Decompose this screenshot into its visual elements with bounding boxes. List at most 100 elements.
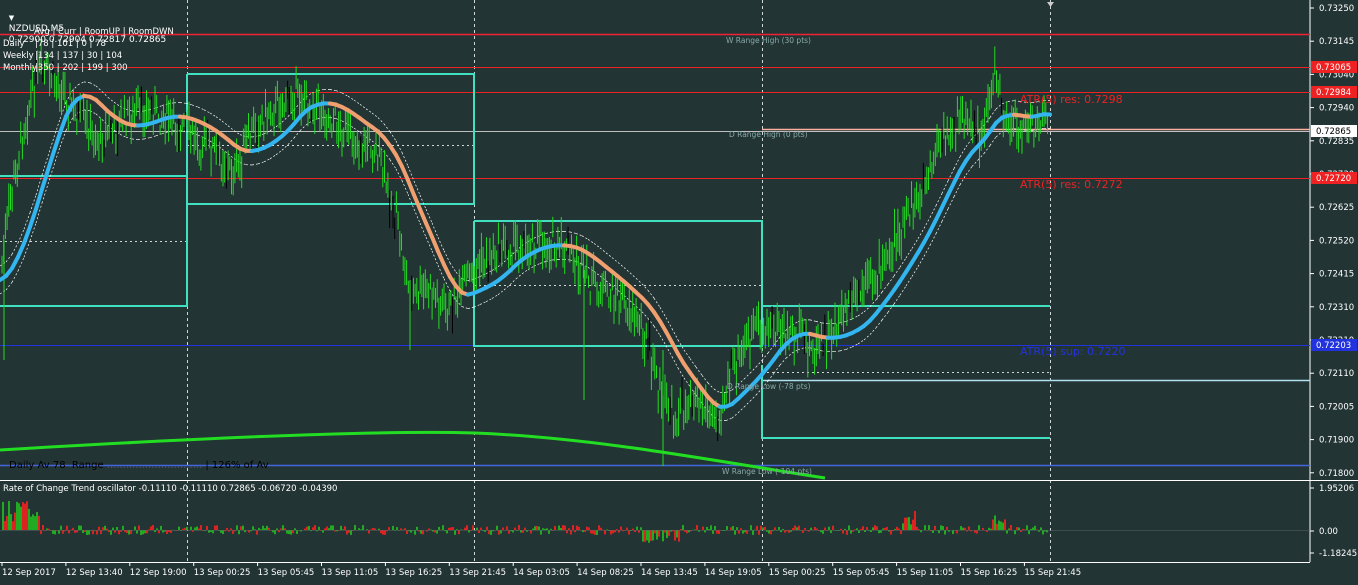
ma-segment bbox=[46, 149, 56, 173]
envelope-lower bbox=[755, 388, 763, 396]
oscillator-bar bbox=[442, 525, 444, 530]
oscillator-bar bbox=[824, 527, 826, 531]
envelope-upper bbox=[449, 262, 457, 273]
oscillator-bar bbox=[744, 530, 746, 533]
oscillator-bar bbox=[654, 530, 656, 534]
oscillator-bar bbox=[128, 530, 130, 535]
oscillator-bar bbox=[562, 525, 564, 531]
oscillator-bar bbox=[206, 525, 208, 531]
oscillator-bar bbox=[1018, 527, 1020, 531]
oscillator-bar bbox=[72, 527, 74, 530]
envelope-lower bbox=[371, 140, 379, 146]
envelope-lower bbox=[839, 349, 847, 352]
ma-segment bbox=[664, 329, 674, 345]
envelope-upper bbox=[731, 384, 739, 391]
oscillator-bar bbox=[586, 526, 588, 530]
oscillator-bar bbox=[290, 530, 292, 535]
stats-row-values: |134 | 137 | 30 | 104 bbox=[35, 51, 123, 61]
envelope-lower bbox=[35, 202, 43, 224]
envelope-lower bbox=[215, 144, 223, 150]
oscillator-bar bbox=[36, 511, 38, 530]
envelope-lower bbox=[887, 303, 895, 313]
oscillator-bar bbox=[1014, 530, 1016, 535]
envelope-lower bbox=[131, 138, 139, 140]
oscillator-bar bbox=[770, 530, 772, 535]
oscillator-bar bbox=[304, 528, 306, 531]
envelope-lower bbox=[683, 377, 691, 387]
oscillator-bar bbox=[796, 527, 798, 530]
envelope-upper bbox=[737, 378, 745, 386]
ma-segment bbox=[442, 262, 452, 279]
envelope-upper bbox=[959, 146, 967, 157]
oscillator-bar bbox=[642, 530, 644, 542]
envelope-upper bbox=[761, 352, 769, 361]
oscillator-bar bbox=[794, 525, 796, 530]
oscillator-bar bbox=[208, 530, 210, 533]
price-badge bbox=[1311, 86, 1357, 98]
envelope-upper bbox=[185, 102, 193, 106]
oscillator-bar bbox=[988, 527, 990, 530]
oscillator-bar bbox=[98, 526, 100, 531]
oscillator-bar bbox=[110, 530, 112, 535]
oscillator-bar bbox=[650, 530, 652, 541]
oscillator-bar bbox=[620, 526, 622, 531]
oscillator-bar bbox=[366, 529, 368, 530]
oscillator-bar bbox=[944, 530, 946, 535]
daily-range-high-label: D Range High (0 pts) bbox=[729, 130, 808, 139]
envelope-upper bbox=[647, 290, 655, 299]
envelope-upper bbox=[305, 92, 313, 98]
ma-segment bbox=[28, 207, 38, 229]
oscillator-bar bbox=[244, 530, 246, 533]
oscillator-bar bbox=[656, 530, 658, 540]
oscillator-bar bbox=[78, 525, 80, 530]
envelope-upper bbox=[755, 360, 763, 368]
triangle-down-icon[interactable]: ▼ bbox=[8, 14, 15, 22]
envelope-upper bbox=[23, 212, 31, 230]
oscillator-bar bbox=[558, 525, 560, 531]
oscillator-bar bbox=[1006, 530, 1008, 534]
oscillator-bar bbox=[572, 525, 574, 531]
oscillator-bar bbox=[404, 528, 406, 531]
oscillator-bar bbox=[542, 528, 544, 530]
oscillator-bar bbox=[254, 529, 256, 530]
envelope-lower bbox=[791, 349, 799, 354]
envelope-lower bbox=[497, 289, 505, 295]
envelope-upper bbox=[419, 194, 427, 210]
oscillator-bar bbox=[882, 528, 884, 530]
envelope-lower bbox=[0, 289, 7, 295]
envelope-upper bbox=[263, 130, 271, 135]
price-tick-label: 0.72310 bbox=[1319, 303, 1354, 313]
envelope-upper bbox=[383, 123, 391, 132]
oscillator-bar bbox=[378, 528, 380, 530]
envelope-upper bbox=[329, 89, 337, 91]
envelope-lower bbox=[23, 240, 31, 258]
oscillator-bar bbox=[228, 530, 230, 532]
envelope-upper bbox=[503, 256, 511, 263]
envelope-lower bbox=[815, 349, 823, 352]
envelope-upper bbox=[275, 121, 283, 128]
oscillator-bar bbox=[706, 526, 708, 531]
envelope-upper bbox=[893, 267, 901, 277]
oscillator-bar bbox=[746, 530, 748, 534]
envelope-upper bbox=[0, 261, 7, 267]
envelope-lower bbox=[611, 285, 619, 291]
oscillator-bar bbox=[80, 525, 82, 531]
oscillator-bar bbox=[328, 528, 330, 531]
symbol-label: NZDUSD,M5 bbox=[8, 24, 65, 34]
time-axis: 12 Sep 2017 12 Sep 13:40 12 Sep 19:00 13 Se… bbox=[1, 562, 1081, 578]
oscillator-bar bbox=[476, 527, 478, 530]
price-tick-label: 0.72110 bbox=[1319, 369, 1354, 379]
envelope-upper bbox=[209, 112, 217, 117]
oscillator-bar bbox=[742, 530, 744, 534]
envelope-lower bbox=[587, 267, 595, 272]
price-badge bbox=[1311, 172, 1357, 184]
price-tick-label: 0.73040 bbox=[1319, 70, 1354, 80]
chart-shift-marker-icon[interactable] bbox=[1047, 2, 1054, 7]
envelope-upper bbox=[5, 254, 13, 263]
oscillator-bar bbox=[990, 528, 992, 530]
oscillator-bar bbox=[42, 525, 44, 531]
oscillator-bar bbox=[48, 528, 50, 530]
oscillator-bar bbox=[946, 526, 948, 531]
oscillator-bar bbox=[546, 528, 548, 531]
